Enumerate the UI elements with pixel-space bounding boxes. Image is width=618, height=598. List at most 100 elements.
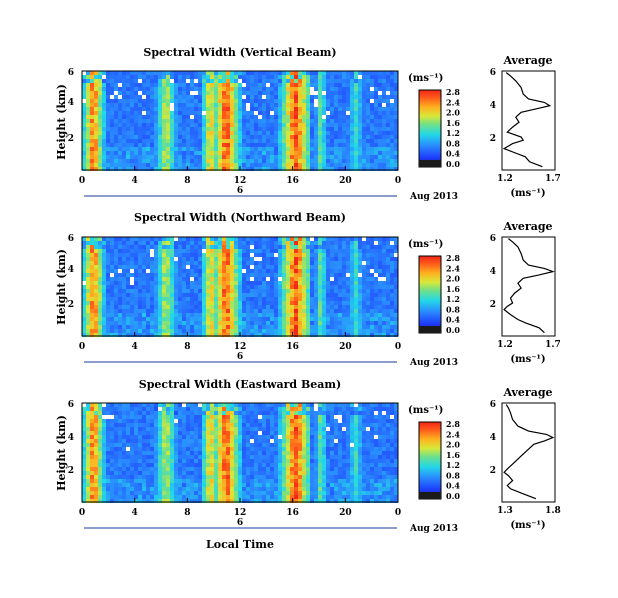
heatmap-cell xyxy=(174,467,178,471)
heatmap-cell xyxy=(118,95,122,99)
heatmap-cell xyxy=(206,317,210,321)
heatmap-cell xyxy=(366,115,370,119)
heatmap-cell xyxy=(334,115,338,119)
heatmap-cell xyxy=(130,451,134,455)
heatmap-cell xyxy=(226,423,230,427)
heatmap-cell xyxy=(362,305,366,309)
heatmap-cell xyxy=(266,79,270,83)
heatmap-cell xyxy=(166,325,170,329)
heatmap-cell xyxy=(94,463,98,467)
heatmap-cell xyxy=(206,71,210,75)
heatmap-cell xyxy=(314,329,318,333)
heatmap-cell xyxy=(222,273,226,277)
heatmap-cell xyxy=(210,459,214,463)
heatmap-cell xyxy=(306,277,310,281)
heatmap-cell xyxy=(382,131,386,135)
heatmap-cell xyxy=(170,487,174,491)
heatmap-cell xyxy=(170,159,174,163)
heatmap-cell xyxy=(394,273,398,277)
heatmap-cell xyxy=(198,107,202,111)
heatmap-cell xyxy=(214,427,218,431)
heatmap-cell xyxy=(158,467,162,471)
heatmap-cell xyxy=(150,471,154,475)
heatmap-cell xyxy=(142,261,146,265)
heatmap-cell xyxy=(334,301,338,305)
heatmap-cell xyxy=(114,467,118,471)
heatmap-cell xyxy=(310,155,314,159)
heatmap-cell xyxy=(162,329,166,333)
heatmap-cell xyxy=(122,301,126,305)
heatmap-cell xyxy=(98,119,102,123)
heatmap-cell xyxy=(170,305,174,309)
heatmap-cell xyxy=(158,119,162,123)
heatmap-cell xyxy=(226,309,230,313)
heatmap-cell xyxy=(206,147,210,151)
heatmap-cell xyxy=(102,447,106,451)
heatmap-cell xyxy=(150,301,154,305)
heatmap-cell xyxy=(342,261,346,265)
heatmap-cell xyxy=(126,297,130,301)
heatmap-cell xyxy=(210,411,214,415)
heatmap-cell xyxy=(386,333,390,337)
heatmap-cell xyxy=(358,111,362,115)
heatmap-cell xyxy=(202,91,206,95)
heatmap-cell xyxy=(202,143,206,147)
heatmap-cell xyxy=(82,127,86,131)
heatmap-cell xyxy=(190,317,194,321)
heatmap-cell xyxy=(298,321,302,325)
heatmap xyxy=(82,71,398,171)
heatmap-cell xyxy=(134,139,138,143)
heatmap-cell xyxy=(142,123,146,127)
heatmap-cell xyxy=(266,257,270,261)
heatmap-cell xyxy=(230,407,234,411)
heatmap-cell xyxy=(102,139,106,143)
heatmap-cell xyxy=(138,321,142,325)
heatmap-cell xyxy=(114,83,118,87)
heatmap-cell xyxy=(150,269,154,273)
heatmap-cell xyxy=(234,159,238,163)
heatmap-cell xyxy=(342,127,346,131)
heatmap-cell xyxy=(150,285,154,289)
heatmap-cell xyxy=(390,321,394,325)
heatmap-cell xyxy=(214,135,218,139)
heatmap-cell xyxy=(94,107,98,111)
heatmap-cell xyxy=(102,297,106,301)
heatmap-cell xyxy=(378,285,382,289)
heatmap-cell xyxy=(138,87,142,91)
heatmap-cell xyxy=(134,499,138,503)
heatmap-cell xyxy=(334,249,338,253)
heatmap-cell xyxy=(382,159,386,163)
heatmap-cell xyxy=(122,451,126,455)
heatmap-cell xyxy=(370,123,374,127)
heatmap-cell xyxy=(158,95,162,99)
heatmap-cell xyxy=(286,265,290,269)
heatmap-cell xyxy=(342,115,346,119)
heatmap-cell xyxy=(114,475,118,479)
heatmap-cell xyxy=(154,237,158,241)
heatmap-cell xyxy=(210,159,214,163)
heatmap-cell xyxy=(170,147,174,151)
heatmap-cell xyxy=(354,309,358,313)
heatmap-cell xyxy=(206,301,210,305)
heatmap-cell xyxy=(366,151,370,155)
heatmap-cell xyxy=(338,249,342,253)
heatmap-cell xyxy=(210,285,214,289)
heatmap-cell xyxy=(190,423,194,427)
heatmap-cell xyxy=(390,103,394,107)
heatmap-cell xyxy=(202,139,206,143)
heatmap-cell xyxy=(94,261,98,265)
heatmap-cell xyxy=(362,119,366,123)
heatmap-cell xyxy=(130,403,134,407)
heatmap-cell xyxy=(318,91,322,95)
heatmap-cell xyxy=(314,95,318,99)
heatmap-cell xyxy=(214,467,218,471)
heatmap-cell xyxy=(382,325,386,329)
heatmap-cell xyxy=(194,447,198,451)
heatmap-cell xyxy=(150,435,154,439)
heatmap-cell xyxy=(106,135,110,139)
heatmap-cell xyxy=(90,83,94,87)
heatmap-cell xyxy=(146,71,150,75)
heatmap-cell xyxy=(170,127,174,131)
heatmap-cell xyxy=(186,241,190,245)
heatmap-cell xyxy=(186,487,190,491)
